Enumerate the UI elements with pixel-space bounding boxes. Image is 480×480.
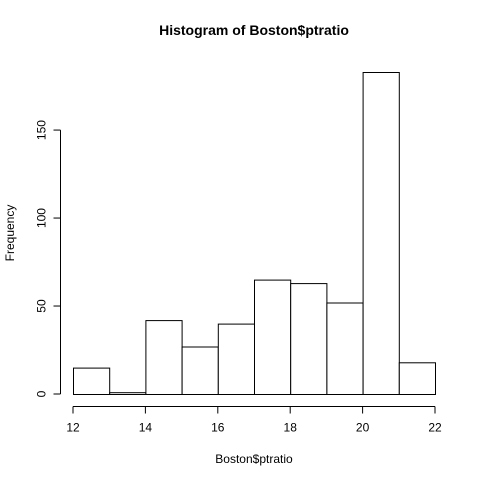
- histogram-bar-4: [217, 323, 256, 396]
- chart-title: Histogram of Boston$ptratio: [159, 22, 349, 38]
- histogram-bar-8: [362, 72, 400, 395]
- histogram-bar-2: [145, 320, 183, 396]
- histogram-bar-3: [181, 346, 219, 395]
- y-tick-label-3: 150: [35, 120, 49, 140]
- histogram-bar-6: [290, 283, 328, 396]
- y-axis-label: Frequency: [3, 205, 17, 262]
- x-tick-label-3: 18: [284, 421, 298, 435]
- x-tick-label-4: 20: [356, 421, 370, 435]
- bars-group: [73, 72, 436, 396]
- x-axis-label: Boston$ptratio: [215, 452, 293, 466]
- x-tick-label-1: 14: [139, 421, 153, 435]
- y-tick-label-1: 50: [35, 299, 49, 313]
- x-tick-label-2: 16: [211, 421, 225, 435]
- x-tick-label-5: 22: [428, 421, 442, 435]
- x-tick-label-0: 12: [66, 421, 80, 435]
- y-tick-label-2: 100: [35, 208, 49, 228]
- histogram-bar-7: [326, 302, 364, 395]
- y-tick-label-0: 0: [35, 390, 49, 397]
- histogram-bar-5: [254, 279, 292, 396]
- histogram-bar-0: [73, 367, 111, 396]
- x-axis: 12 14 16 18 20 22: [66, 406, 442, 435]
- y-axis: 0 50 100 150: [35, 120, 61, 397]
- histogram-bar-1: [109, 392, 147, 396]
- histogram-bar-9: [398, 362, 436, 395]
